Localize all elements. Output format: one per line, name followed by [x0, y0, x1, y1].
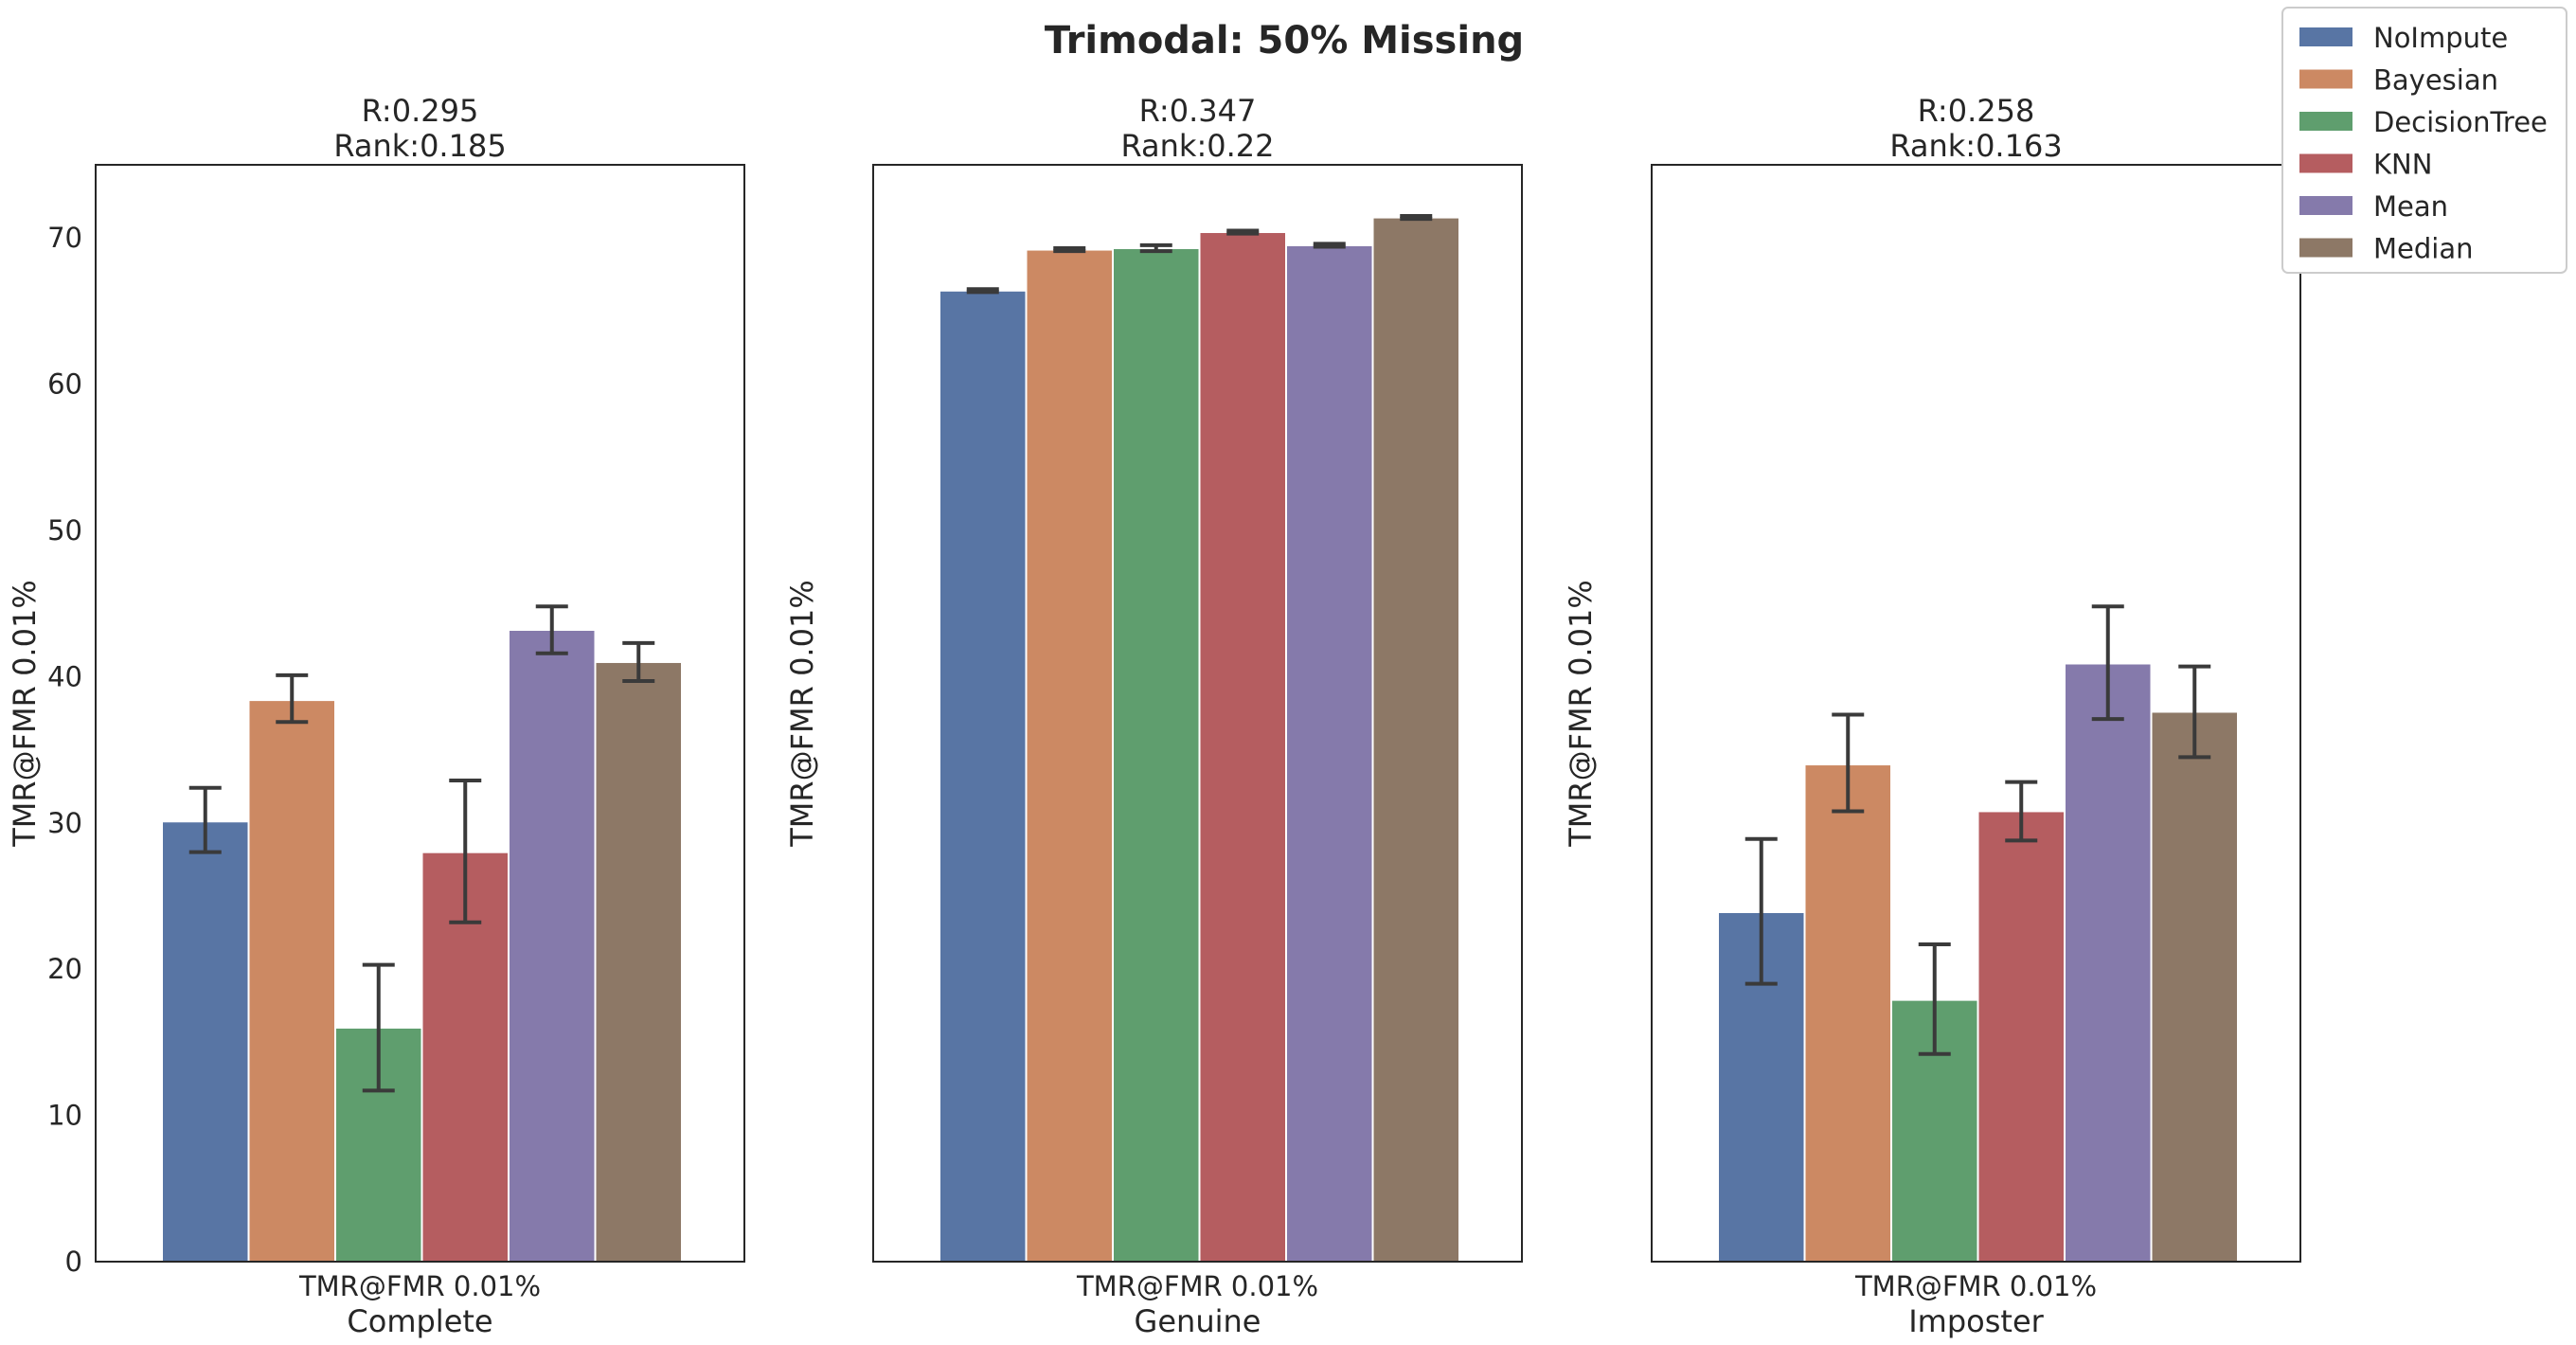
subplot-title-r: R:0.295 [362, 93, 479, 129]
subplot-title-rank: Rank:0.22 [1121, 128, 1275, 164]
bar-mean [1285, 243, 1374, 1263]
legend-label: KNN [2373, 149, 2432, 181]
legend-label: Median [2373, 233, 2473, 265]
bar-bayesian [1025, 248, 1114, 1263]
bar-bayesian [1803, 763, 1892, 1263]
error-bar-decisiontree [1918, 942, 1951, 1056]
subplot-title-rank: Rank:0.163 [1889, 128, 2062, 164]
bar-bayesian [247, 699, 336, 1263]
legend-swatch [2299, 153, 2352, 173]
legend-label: DecisionTree [2373, 106, 2548, 138]
y-tick-label: 0 [65, 1246, 82, 1278]
subplot-title-r: R:0.258 [1918, 93, 2035, 129]
error-bars [966, 214, 1433, 295]
legend-label: Mean [2373, 190, 2448, 223]
y-tick-labels: 0 10 20 30 40 50 60 70 [47, 222, 82, 1278]
y-axis-label: TMR@FMR 0.01% [1563, 580, 1599, 847]
error-bar-knn [1226, 228, 1260, 236]
y-tick-label: 30 [47, 807, 82, 839]
error-bar-knn [2005, 780, 2038, 843]
legend-swatch [2299, 69, 2352, 89]
bar-median [2150, 710, 2239, 1263]
y-tick-label: 40 [47, 660, 82, 692]
bar-mean [2064, 662, 2153, 1263]
bars [939, 216, 1460, 1264]
legend-swatch [2299, 27, 2352, 46]
legend-swatch [2299, 112, 2352, 131]
plot-frame [95, 164, 745, 1263]
y-axis-label: TMR@FMR 0.01% [7, 580, 43, 847]
subplot-title-rank: Rank:0.185 [333, 128, 506, 164]
error-bar-bayesian [276, 672, 309, 725]
legend-label: Bayesian [2373, 64, 2498, 97]
legend-item-median: Median [2299, 233, 2473, 265]
error-bar-mean [535, 604, 568, 655]
bars [161, 628, 683, 1263]
bar-median [1371, 216, 1460, 1264]
error-bar-decisiontree [1139, 242, 1172, 254]
error-bar-bayesian [1053, 246, 1086, 254]
y-tick-label: 50 [47, 514, 82, 547]
legend-item-bayesian: Bayesian [2299, 64, 2498, 97]
subplot-title-r: R:0.347 [1139, 93, 1257, 129]
bar-noimpute [939, 289, 1028, 1263]
y-tick-label: 20 [47, 953, 82, 985]
y-tick-label: 70 [47, 222, 82, 254]
bars [1717, 662, 2239, 1264]
bar-mean [508, 628, 597, 1263]
error-bar-bayesian [1832, 712, 1865, 814]
error-bar-noimpute [1744, 836, 1778, 986]
x-axis-label: Genuine [1135, 1303, 1261, 1339]
error-bar-knn [449, 779, 482, 924]
plot-frame [1651, 164, 2301, 1263]
y-tick-label: 60 [47, 368, 82, 401]
bar-median [594, 660, 683, 1263]
y-axis-label: TMR@FMR 0.01% [784, 580, 820, 847]
x-tick-label: TMR@FMR 0.01% [1076, 1270, 1318, 1302]
bar-knn [1198, 231, 1287, 1263]
error-bar-median [622, 640, 655, 684]
x-tick-label: TMR@FMR 0.01% [298, 1270, 541, 1302]
legend-label: NoImpute [2373, 22, 2508, 54]
legend-swatch [2299, 196, 2352, 215]
x-tick-label: TMR@FMR 0.01% [1854, 1270, 2097, 1302]
y-tick-label: 10 [47, 1100, 82, 1132]
x-axis-label: Imposter [1908, 1303, 2044, 1339]
legend-item-noimpute: NoImpute [2299, 22, 2508, 54]
legend-swatch [2299, 238, 2352, 258]
legend-frame [2281, 7, 2567, 274]
legend-item-knn: KNN [2299, 149, 2432, 181]
error-bar-median [1400, 214, 1433, 222]
error-bar-median [2178, 664, 2211, 760]
plot-frame [872, 164, 1523, 1263]
error-bar-noimpute [966, 287, 999, 295]
bar-knn [1977, 810, 2066, 1263]
error-bar-mean [2091, 604, 2124, 722]
bar-decisiontree [1112, 247, 1201, 1263]
bar-noimpute [161, 820, 250, 1263]
error-bars [188, 604, 655, 1093]
legend-item-mean: Mean [2299, 190, 2448, 223]
legend-item-decisiontree: DecisionTree [2299, 106, 2548, 138]
error-bars [1744, 604, 2211, 1056]
x-axis-label: Complete [347, 1303, 492, 1339]
error-bar-decisiontree [362, 962, 395, 1093]
error-bar-mean [1313, 242, 1346, 249]
figure-title: Trimodal: 50% Missing [1045, 19, 1524, 63]
legend: NoImpute Bayesian DecisionTree KNN Mean Media… [2281, 7, 2567, 274]
error-bar-noimpute [188, 785, 222, 854]
